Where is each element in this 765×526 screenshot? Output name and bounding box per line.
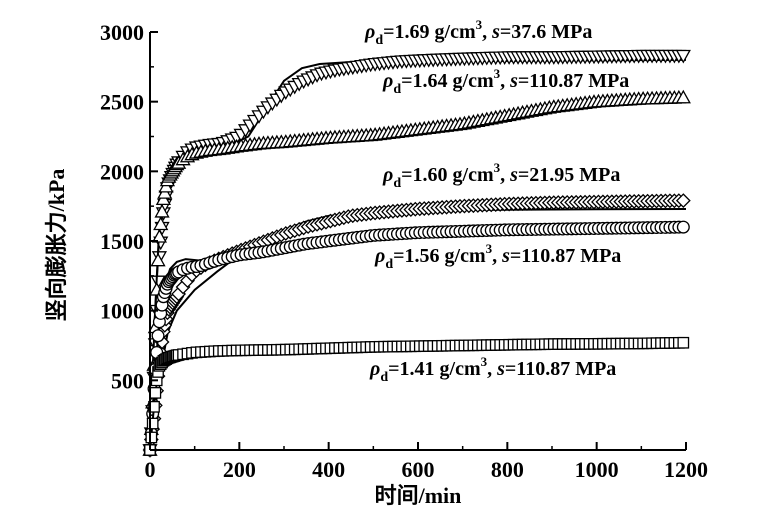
x-tick-label: 1000 [575, 457, 619, 482]
data-point [146, 417, 159, 430]
axes: 0 200 400 600 800 1000 1200 500 1000 1500 2000 2500… [100, 20, 708, 482]
series-label-4: ρd=1.56 g/cm3, s=110.87 MPa [374, 241, 621, 272]
series-2 [142, 89, 691, 456]
x-axis-label: 时间/min [375, 483, 462, 508]
y-tick-label: 2500 [100, 90, 144, 115]
data-point [676, 220, 690, 234]
y-tick-label: 3000 [100, 20, 144, 45]
data-point [675, 193, 691, 209]
data-point [677, 336, 690, 349]
y-axis-label: 竖向膨胀力/kPa [44, 169, 69, 322]
y-tick-label: 1500 [100, 229, 144, 254]
data-point [675, 49, 691, 64]
x-tick-label: 600 [402, 457, 435, 482]
y-tick-label: 500 [111, 368, 144, 393]
y-tick-label: 2000 [100, 159, 144, 184]
x-tick-label: 0 [145, 457, 156, 482]
series-label-2: ρd=1.64 g/cm3, s=110.87 MPa [382, 66, 629, 97]
data-point [150, 252, 166, 267]
data-point [153, 216, 169, 231]
x-tick-label: 800 [491, 457, 524, 482]
data-point [149, 387, 162, 399]
series-4 [143, 220, 690, 457]
data-point [151, 329, 165, 343]
data-point [675, 89, 691, 104]
y-tick-label: 1000 [100, 299, 144, 324]
series-label-5: ρd=1.41 g/cm3, s=110.87 MPa [369, 354, 616, 385]
series-5 [144, 336, 690, 456]
x-tick-label: 1200 [664, 457, 708, 482]
data-point [154, 203, 170, 218]
data-point [151, 228, 167, 243]
x-tick-label: 400 [312, 457, 345, 482]
series-label-3: ρd=1.60 g/cm3, s=21.95 MPa [382, 160, 620, 191]
x-tick-label: 200 [223, 457, 256, 482]
data-point [145, 431, 158, 444]
data-point [148, 400, 160, 413]
series-label-1: ρd=1.69 g/cm3, s=37.6 MPa [364, 17, 592, 48]
